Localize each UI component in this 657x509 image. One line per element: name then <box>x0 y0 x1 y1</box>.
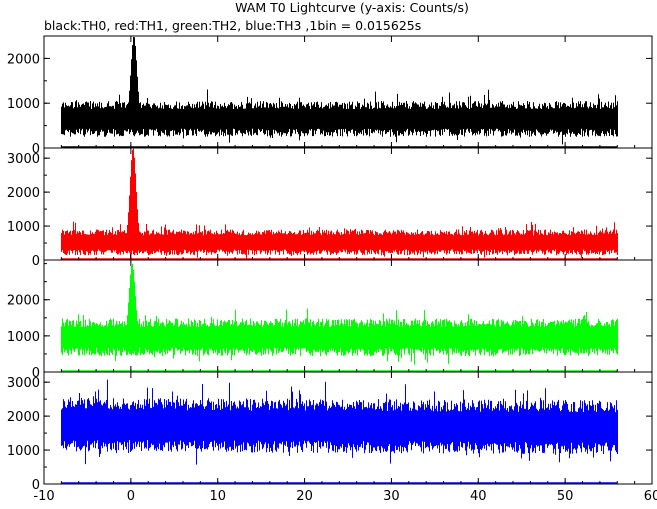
panel-frame <box>43 371 653 485</box>
series-th0 <box>61 37 618 145</box>
y-tick-label: 1000 <box>7 444 40 459</box>
panel-th0: 0 1000 2000 <box>7 35 653 157</box>
y-tick-label: 1000 <box>7 97 40 112</box>
y-tick-label: 1000 <box>7 330 40 345</box>
y-tick-label: 2000 <box>7 294 40 309</box>
panels-group: 0100020000100020003000010002000010002000… <box>7 35 653 493</box>
series-th3 <box>61 379 618 465</box>
chart-subtitle: black:TH0, red:TH1, green:TH2, blue:TH3 … <box>44 18 421 33</box>
series-th1 <box>61 148 618 260</box>
y-tick-label: 1000 <box>7 220 40 235</box>
panel-th3: 0 1000 2000 3000 <box>7 371 653 493</box>
y-tick-label: 2000 <box>7 410 40 425</box>
panel-th2: 0 1000 2000 <box>7 259 653 381</box>
y-tick-label: 3000 <box>7 152 40 167</box>
panel-th1: 0 1000 2000 3000 <box>7 147 653 269</box>
y-tick-label: 0 <box>32 478 40 493</box>
y-tick-label: 0 <box>32 366 40 381</box>
x-tick-label: 30 <box>383 489 400 504</box>
y-tick-label: 2000 <box>7 186 40 201</box>
x-tick-label: 60 <box>644 489 657 504</box>
y-tick-label: 2000 <box>7 52 40 67</box>
x-tick-label: 0 <box>127 489 135 504</box>
y-tick-label: 0 <box>32 142 40 157</box>
x-tick-label: 10 <box>209 489 226 504</box>
chart-title: WAM T0 Lightcurve (y-axis: Counts/s) <box>235 0 469 15</box>
x-tick-label: 20 <box>296 489 313 504</box>
x-tick-label: -10 <box>33 489 54 504</box>
x-tick-label: 50 <box>557 489 574 504</box>
y-tick-label: 3000 <box>7 376 40 391</box>
series-th2 <box>61 263 618 365</box>
x-tick-label: 40 <box>470 489 487 504</box>
x-axis: -10 0 10 20 30 40 50 60 <box>33 36 657 504</box>
y-tick-label: 0 <box>32 254 40 269</box>
